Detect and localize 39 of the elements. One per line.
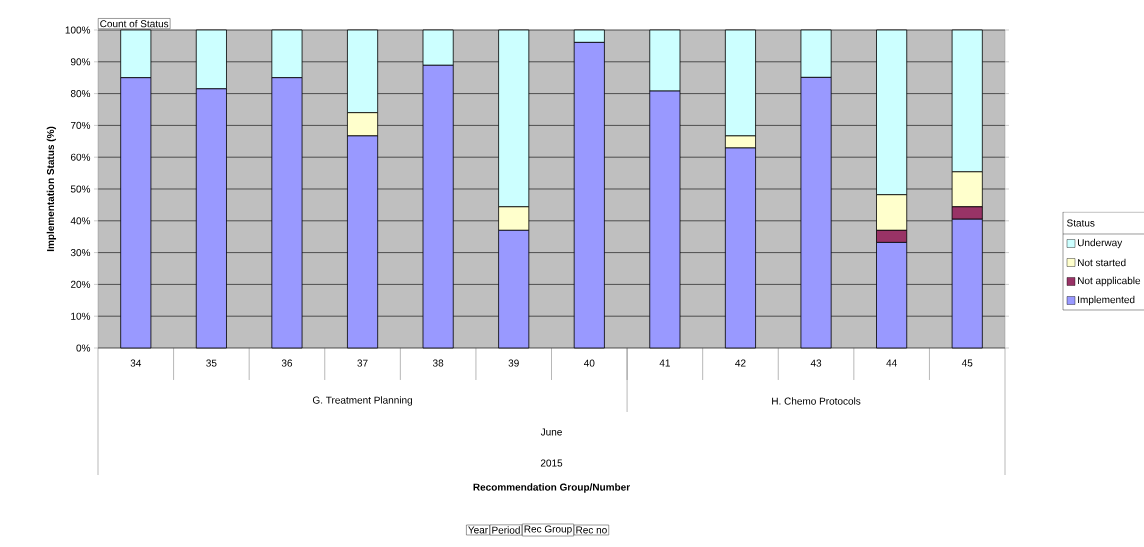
x-tick-label: 39 — [508, 359, 519, 367]
text: Year — [468, 526, 488, 534]
text: 2015 — [540, 459, 563, 467]
y-tick-label: 10% — [71, 312, 91, 320]
x-tick-label: 43 — [810, 359, 822, 367]
x-tick-label: 45 — [961, 359, 973, 367]
y-tick-label: 100% — [65, 26, 91, 34]
y-tick-label: 80% — [70, 90, 91, 98]
text: Recommendation Group/Number — [473, 483, 630, 493]
y-tick-label: 50% — [70, 185, 91, 193]
text: G. Treatment Planning — [312, 396, 413, 406]
x-tick-label: 38 — [432, 359, 444, 367]
y-tick-label: 40% — [70, 217, 91, 225]
x-tick-label: 34 — [130, 359, 142, 367]
x-tick-label: 40 — [583, 359, 595, 367]
x-tick-label: 35 — [206, 359, 217, 367]
legend-label: Not started — [1078, 258, 1126, 267]
x-tick-label: 44 — [886, 359, 897, 367]
text: Count of Status — [100, 19, 169, 28]
legend-title: Status — [1067, 219, 1095, 227]
text: H. Chemo Protocols — [772, 397, 861, 405]
legend-label: Implemented — [1078, 295, 1135, 306]
legend-label: Underway — [1077, 238, 1123, 249]
text: Rec no — [576, 526, 607, 534]
y-tick-label: 20% — [70, 280, 91, 288]
text: Rec Group — [524, 525, 572, 535]
y-tick-label: 0% — [76, 344, 91, 352]
y-tick-label: 90% — [70, 58, 91, 66]
y-tick-label: 60% — [70, 153, 91, 161]
text: Period — [492, 526, 520, 534]
x-tick-label: 36 — [281, 359, 293, 367]
x-tick-label: 42 — [735, 359, 746, 367]
x-tick-label: 37 — [357, 359, 368, 367]
y-tick-label: 30% — [70, 249, 91, 257]
legend-label: Not applicable — [1078, 276, 1141, 287]
x-tick-label: 41 — [659, 359, 670, 367]
y-tick-label: 70% — [70, 121, 91, 129]
text: June — [540, 428, 562, 436]
y-axis-title: Implementation Status (%) — [46, 126, 57, 252]
